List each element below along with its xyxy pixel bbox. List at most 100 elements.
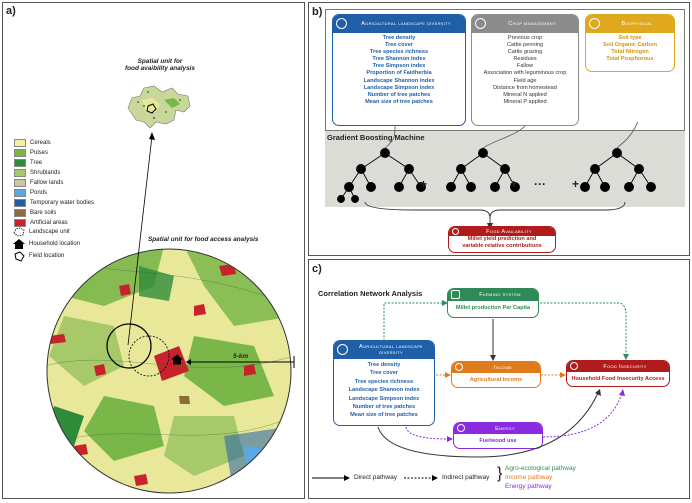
list-item: Soil type (618, 35, 642, 41)
network-arrows (312, 300, 629, 481)
legend-label: Tree (30, 160, 43, 166)
energy-icon (457, 424, 465, 432)
list-item: Number of tree patches (352, 404, 416, 411)
gbm-title: Gradient Boosting Machine (327, 133, 425, 142)
legend-label: Temporary water bodies (30, 200, 95, 206)
farming-system-header: Farming system (448, 289, 538, 301)
list-item: Tree cover (385, 42, 413, 49)
list-item: Total Posphorous (606, 56, 654, 63)
income-title: Income (493, 364, 513, 371)
scale-label: 5-km (233, 353, 249, 360)
list-item: Tree species richness (354, 378, 414, 385)
gbm-operator: + (510, 177, 518, 191)
energy-text: Fuelwood use (479, 438, 517, 444)
legend-label: Ponds (30, 190, 48, 196)
legend-cereals: Cereals (14, 139, 51, 147)
farming-system-text: Millet production Per Capita (455, 305, 531, 311)
food-availability-text: Millet yield prediction and variable rel… (462, 236, 542, 249)
list-item: Landscape Simpson index (363, 84, 435, 91)
panel-a-label: a) (6, 5, 16, 17)
gbm-operator: ··· (534, 177, 546, 191)
panel-c-label: c) (312, 263, 322, 275)
list-item: Tree density (367, 362, 401, 368)
legend-label: Landscape unit (29, 229, 70, 235)
scale-bar (186, 356, 295, 368)
biophysical-items: Soil type Soil Organic Carbon Total Nitr… (586, 33, 674, 63)
legend-label: Field location (29, 253, 65, 259)
zoom-arrow (127, 132, 155, 346)
panel-b-label: b) (312, 6, 323, 18)
predictor-connectors (364, 122, 638, 230)
farming-system-title: Farming system (479, 292, 521, 298)
legend-label: Artificial areas (30, 220, 68, 226)
food-insecurity-text: Household Food Insecurity Access (571, 376, 665, 382)
food-icon (570, 362, 578, 370)
food-access-caption: Spatial unit for food access analysis (148, 236, 259, 243)
tree-icon (336, 18, 347, 29)
legend-artificial: Artificial areas (14, 219, 68, 227)
farming-icon (451, 290, 460, 299)
legend-label: Cereals (30, 140, 51, 146)
food-insecurity-title: Food Insecurity (603, 363, 647, 370)
legend-brace: } (497, 465, 503, 482)
list-item: Tree density (382, 35, 416, 41)
legend-label: Shrublands (30, 170, 61, 176)
list-item: Association with leguminous crop (483, 70, 567, 77)
landscape-diversity-box: Agricultural landscape diversity Tree de… (332, 14, 466, 126)
income-box: Income Agricultural Income (451, 361, 541, 388)
energy-title: Energy (495, 425, 515, 432)
legend-label: Bare soils (30, 210, 57, 216)
list-item: Proportion of Faidherbia (366, 70, 432, 77)
panel-c-title: Correlation Network Analysis (318, 289, 423, 298)
legend-swatch (14, 189, 26, 197)
landscape-diversity-title-c: Agricultural landscape diversity (358, 344, 424, 356)
food-icon (452, 228, 459, 235)
gbm-trees (337, 148, 656, 203)
list-item: Number of tree patches (367, 91, 431, 98)
biophysical-title: Biophysical (621, 21, 653, 27)
energy-box: Energy Fuelwood use (453, 422, 543, 449)
landscape-diversity-box-c: Agricultural landscape diversity Tree de… (333, 340, 435, 426)
list-item: Tree species richness (369, 49, 429, 56)
income-text: Agricultural Income (469, 377, 523, 383)
list-item: Cattle penning (506, 42, 544, 49)
list-item: Total Nitrogen (611, 49, 649, 56)
crop-management-header: Crop management (472, 15, 578, 33)
legend-bare-soils: Bare soils (14, 209, 56, 217)
legend-swatch (14, 159, 26, 167)
decision-tree-1 (337, 148, 426, 203)
list-item: Field age (513, 77, 537, 84)
income-header: Income (452, 362, 540, 373)
food-insecurity-header: Food Insecurity (567, 361, 669, 372)
landscape-unit-icon (13, 227, 25, 237)
tree-icon (337, 344, 348, 355)
biophysical-box: Biophysical Soil type Soil Organic Carbo… (585, 14, 675, 72)
legend-household: Household location (12, 238, 80, 250)
legend-direct-pathway: Direct pathway (354, 474, 397, 481)
list-item: Cattle grazing (507, 49, 543, 56)
legend-swatch (14, 169, 26, 177)
list-item: Landscape Shannon index (363, 77, 435, 84)
household-marker (171, 354, 183, 365)
legend-swatch (14, 209, 26, 217)
biophysical-header: Biophysical (586, 15, 674, 33)
list-item: Mineral P applied (503, 98, 547, 105)
legend-ponds: Ponds (14, 189, 47, 197)
list-item: Landscape Shannon index (348, 387, 420, 394)
list-item: Distance from homestead (493, 84, 557, 91)
legend-pathway-income: Income pathway (505, 474, 553, 481)
decision-tree-3 (580, 148, 656, 192)
list-item: Residues (513, 56, 537, 63)
soil-icon (589, 18, 600, 29)
legend-field-location: Field location (12, 250, 64, 262)
money-icon (455, 363, 463, 371)
list-item: Landscape Simpson index (348, 395, 420, 402)
food-availability-box: Food Availability Millet yield predictio… (448, 226, 556, 253)
legend-swatch (14, 179, 26, 187)
crop-management-box: Crop management Previous crop Cattle pen… (471, 14, 579, 126)
food-availability-title: Food Availability (486, 228, 532, 235)
food-insecurity-box: Food Insecurity Household Food Insecurit… (566, 360, 670, 387)
legend-landscape-unit: Landscape unit (12, 226, 70, 238)
legend-label: Fallow lands (30, 180, 64, 186)
crop-management-items: Previous crop Cattle penning Cattle graz… (472, 33, 578, 106)
